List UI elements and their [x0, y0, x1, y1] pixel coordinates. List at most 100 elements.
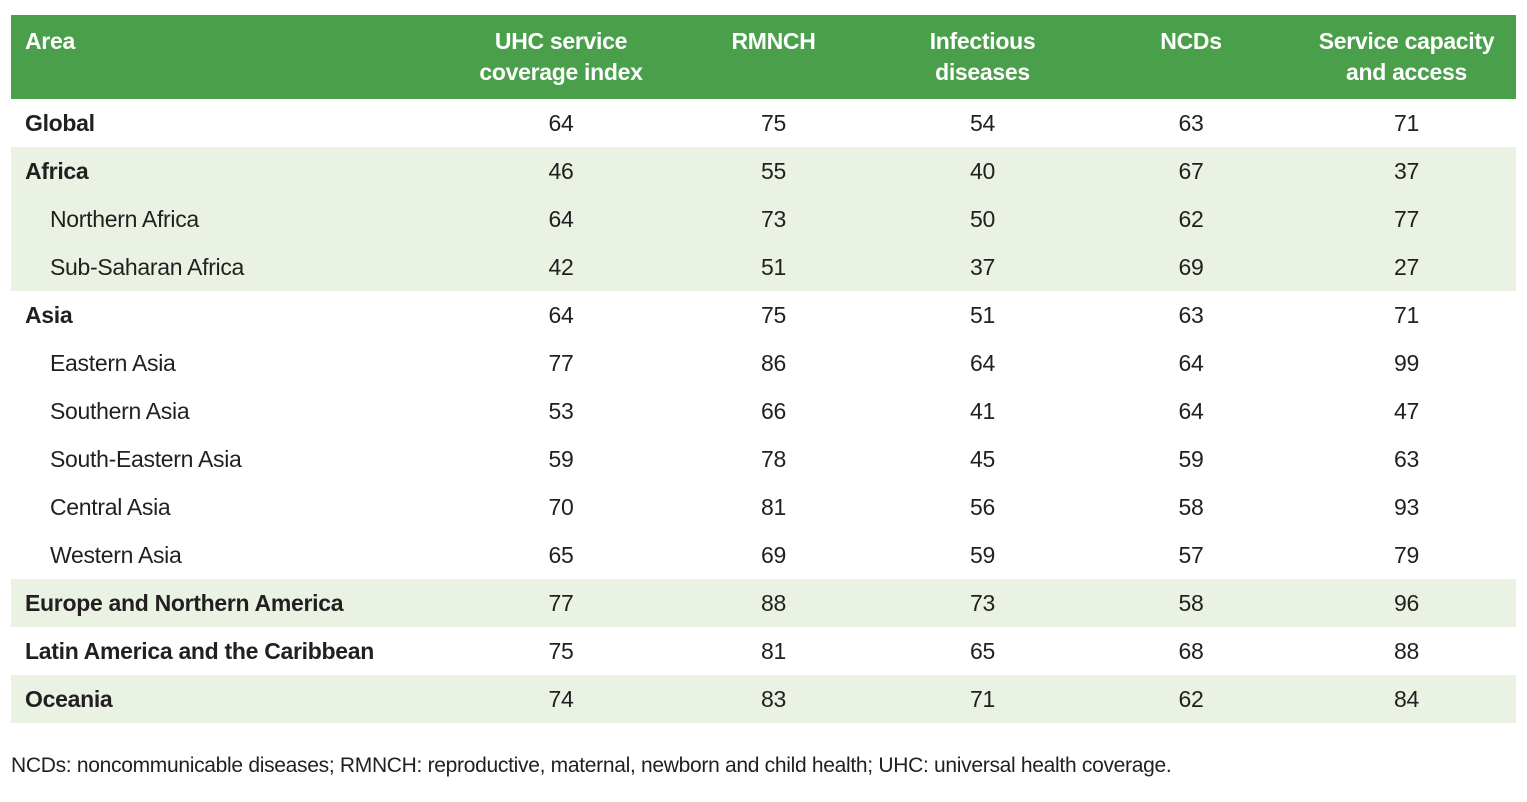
- value-cell: 65: [970, 637, 995, 664]
- table-row-europe-northern-america: Europe and Northern America 77 88 73 58 …: [11, 579, 1516, 627]
- value-cell: 73: [761, 205, 786, 232]
- column-header-area: Area: [11, 15, 455, 99]
- value-cell: 46: [548, 157, 574, 184]
- value-cell: 58: [1178, 589, 1204, 616]
- value-cell: 99: [1394, 349, 1419, 376]
- table-row-oceania: Oceania 74 83 71 62 84: [11, 675, 1516, 723]
- table-row-south-eastern-asia: South-Eastern Asia 59 78 45 59 63: [11, 435, 1516, 483]
- area-cell: Europe and Northern America: [25, 589, 344, 616]
- column-header-infectious-diseases: Infectious diseases: [880, 15, 1085, 99]
- value-cell: 56: [970, 493, 995, 520]
- value-cell: 64: [1178, 397, 1204, 424]
- value-cell: 51: [761, 253, 786, 280]
- table-row-western-asia: Western Asia 65 69 59 57 79: [11, 531, 1516, 579]
- value-cell: 96: [1394, 589, 1419, 616]
- table-row-central-asia: Central Asia 70 81 56 58 93: [11, 483, 1516, 531]
- value-cell: 81: [761, 493, 786, 520]
- value-cell: 74: [548, 685, 574, 712]
- value-cell: 73: [970, 589, 995, 616]
- area-cell: Asia: [25, 301, 73, 328]
- table-row-northern-africa: Northern Africa 64 73 50 62 77: [11, 195, 1516, 243]
- area-cell: Central Asia: [50, 493, 171, 520]
- value-cell: 53: [548, 397, 574, 424]
- value-cell: 81: [761, 637, 786, 664]
- value-cell: 64: [1178, 349, 1204, 376]
- column-header-ncds: NCDs: [1085, 15, 1297, 99]
- value-cell: 42: [548, 253, 574, 280]
- value-cell: 54: [970, 109, 995, 136]
- value-cell: 77: [548, 349, 574, 376]
- table-row-sub-saharan-africa: Sub-Saharan Africa 42 51 37 69 27: [11, 243, 1516, 291]
- value-cell: 83: [761, 685, 786, 712]
- area-cell: Northern Africa: [50, 205, 199, 232]
- value-cell: 37: [1394, 157, 1419, 184]
- value-cell: 77: [548, 589, 574, 616]
- value-cell: 45: [970, 445, 995, 472]
- table-row-asia: Asia 64 75 51 63 71: [11, 291, 1516, 339]
- value-cell: 59: [970, 541, 995, 568]
- value-cell: 67: [1178, 157, 1204, 184]
- value-cell: 58: [1178, 493, 1204, 520]
- value-cell: 86: [761, 349, 786, 376]
- value-cell: 65: [548, 541, 574, 568]
- value-cell: 77: [1394, 205, 1419, 232]
- area-cell: Sub-Saharan Africa: [50, 253, 245, 280]
- value-cell: 40: [970, 157, 995, 184]
- area-cell: Oceania: [25, 685, 113, 712]
- column-header-service-capacity: Service capacity and access: [1297, 15, 1516, 99]
- value-cell: 62: [1178, 685, 1204, 712]
- value-cell: 69: [761, 541, 786, 568]
- value-cell: 71: [1394, 109, 1419, 136]
- area-cell: Africa: [25, 157, 89, 184]
- value-cell: 47: [1394, 397, 1419, 424]
- value-cell: 68: [1178, 637, 1204, 664]
- column-header-uhc-index: UHC service coverage index: [455, 15, 667, 99]
- value-cell: 71: [970, 685, 995, 712]
- value-cell: 84: [1394, 685, 1419, 712]
- value-cell: 37: [970, 253, 995, 280]
- value-cell: 79: [1394, 541, 1419, 568]
- area-cell: Global: [25, 109, 95, 136]
- table-row-latin-america-caribbean: Latin America and the Caribbean 75 81 65…: [11, 627, 1516, 675]
- area-cell: Western Asia: [50, 541, 182, 568]
- table-row-southern-asia: Southern Asia 53 66 41 64 47: [11, 387, 1516, 435]
- value-cell: 88: [761, 589, 786, 616]
- column-header-rmnch: RMNCH: [667, 15, 880, 99]
- area-cell: South-Eastern Asia: [50, 445, 242, 472]
- value-cell: 69: [1178, 253, 1204, 280]
- value-cell: 57: [1178, 541, 1204, 568]
- value-cell: 62: [1178, 205, 1204, 232]
- footnote: NCDs: noncommunicable diseases; RMNCH: r…: [11, 754, 1172, 777]
- table-body: Global 64 75 54 63 71 Africa 46 55 40 67…: [11, 99, 1516, 723]
- value-cell: 71: [1394, 301, 1419, 328]
- value-cell: 75: [761, 109, 786, 136]
- value-cell: 75: [761, 301, 786, 328]
- value-cell: 59: [548, 445, 574, 472]
- value-cell: 75: [548, 637, 574, 664]
- table-row-africa: Africa 46 55 40 67 37: [11, 147, 1516, 195]
- value-cell: 63: [1394, 445, 1419, 472]
- table-header: Area UHC service coverage index RMNCH In…: [11, 15, 1516, 99]
- uhc-service-coverage-table: Area UHC service coverage index RMNCH In…: [11, 15, 1516, 723]
- value-cell: 50: [970, 205, 995, 232]
- value-cell: 27: [1394, 253, 1419, 280]
- value-cell: 70: [548, 493, 574, 520]
- value-cell: 63: [1178, 109, 1204, 136]
- value-cell: 63: [1178, 301, 1204, 328]
- area-cell: Latin America and the Caribbean: [25, 637, 374, 664]
- value-cell: 64: [548, 109, 574, 136]
- value-cell: 59: [1178, 445, 1204, 472]
- table-row-global: Global 64 75 54 63 71: [11, 99, 1516, 147]
- value-cell: 93: [1394, 493, 1419, 520]
- area-cell: Eastern Asia: [50, 349, 176, 376]
- value-cell: 64: [970, 349, 995, 376]
- value-cell: 66: [761, 397, 786, 424]
- value-cell: 64: [548, 205, 574, 232]
- value-cell: 88: [1394, 637, 1419, 664]
- header-row: Area UHC service coverage index RMNCH In…: [11, 15, 1516, 99]
- value-cell: 78: [761, 445, 786, 472]
- value-cell: 64: [548, 301, 574, 328]
- value-cell: 55: [761, 157, 786, 184]
- area-cell: Southern Asia: [50, 397, 190, 424]
